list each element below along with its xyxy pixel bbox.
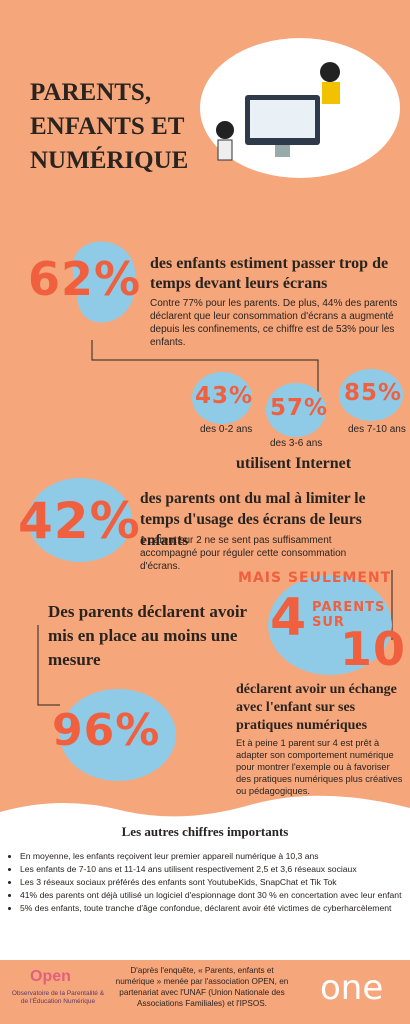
stat-value: 62% <box>28 252 142 306</box>
age-label: des 7-10 ans <box>348 424 406 435</box>
age-label: des 0-2 ans <box>200 424 253 435</box>
title: PARENTS, ENFANTS ET NUMÉRIQUE <box>30 76 188 178</box>
age-value: 43% <box>195 383 254 409</box>
stat-value: 96% <box>52 705 161 756</box>
partner-logo: one <box>320 968 384 1008</box>
age-value: 85% <box>344 380 403 406</box>
source: D'après l'enquête, « Parents, enfants et… <box>115 966 289 1008</box>
logo: Open <box>30 968 71 985</box>
stat-heading: déclarent avoir un échange avec l'enfant… <box>236 682 397 733</box>
stat-body: Et à peine 1 parent sur 4 est prêt à ada… <box>236 738 403 796</box>
stat-heading: des enfants estiment passer trop de temp… <box>150 255 389 292</box>
logo-caption: Observatoire de la Parentalité & de l'Éd… <box>11 990 105 1005</box>
fact: Les 3 réseaux sociaux préférés des enfan… <box>20 876 410 889</box>
age-label: des 3-6 ans <box>270 438 323 449</box>
title-line: PARENTS, <box>30 79 152 106</box>
ages-caption: utilisent Internet <box>236 455 352 472</box>
fact: 41% des parents ont déjà utilisé un logi… <box>20 889 410 902</box>
fact: Les enfants de 7-10 ans et 11-14 ans uti… <box>20 863 410 876</box>
stat-total: 10 <box>340 622 407 676</box>
title-line: ENFANTS ET <box>30 113 185 140</box>
stat-value: 42% <box>18 492 141 550</box>
stat-heading: Des parents déclarent avoir mis en place… <box>48 602 247 669</box>
stat-middle: PARENTS SUR <box>312 600 386 630</box>
section-title: Les autres chiffres importants <box>121 824 289 839</box>
age-value: 57% <box>270 395 329 421</box>
title-line: NUMÉRIQUE <box>30 147 189 174</box>
stat-intro: MAIS SEULEMENT <box>238 570 392 586</box>
fact: 5% des enfants, toute tranche d'âge conf… <box>20 902 410 915</box>
stat-number: 4 <box>270 588 308 648</box>
fact: En moyenne, les enfants reçoivent leur p… <box>20 850 410 863</box>
stat-heading: des parents ont du mal à limiter le temp… <box>140 490 366 549</box>
stat-body: Contre 77% pour les parents. De plus, 44… <box>150 298 398 348</box>
facts-list: En moyenne, les enfants reçoivent leur p… <box>6 850 410 915</box>
stat-body: 1 parent sur 2 ne se sent pas suffisamme… <box>140 535 347 572</box>
